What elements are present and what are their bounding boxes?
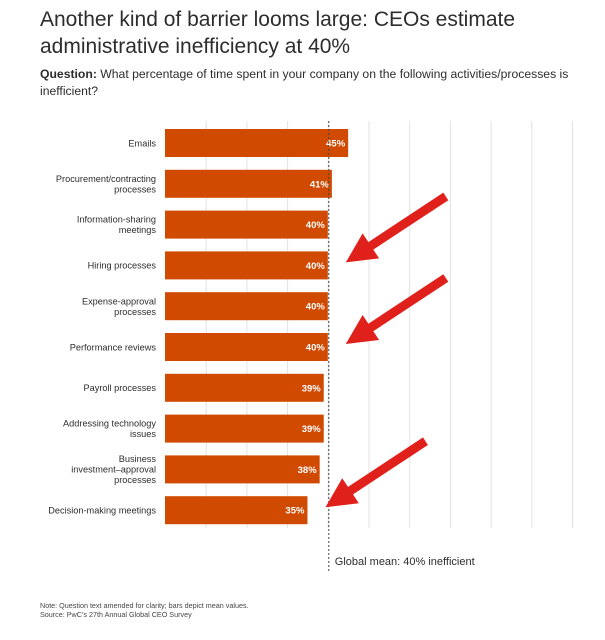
category-label: Payroll processes: [83, 383, 156, 393]
category-label-line: Emails: [128, 138, 156, 148]
category-label: Performance reviews: [70, 342, 157, 352]
category-label-line: issues: [130, 429, 156, 439]
category-label: Procurement/contracting processes: [56, 174, 156, 195]
bar: [165, 251, 328, 280]
category-label: Information-sharing meetings: [77, 215, 157, 236]
category-label-line: Procurement/contracting: [56, 174, 156, 184]
bar: [165, 373, 324, 402]
annotation-arrows: [325, 192, 449, 508]
value-label: 41%: [310, 179, 330, 190]
value-labels: 45% 41% 40% 40% 40% 40% 39% 39% 38% 35%: [285, 139, 345, 517]
bar: [165, 455, 320, 484]
category-label-line: Addressing technology: [63, 419, 156, 429]
chart-title: Another kind of barrier looms large: CEO…: [40, 6, 580, 60]
category-label-line: Business: [119, 454, 157, 464]
value-label: 40%: [306, 220, 326, 231]
question-body: What percentage of time spent in your co…: [40, 67, 569, 98]
category-label-line: Decision-making meetings: [48, 506, 156, 516]
category-label-line: Information-sharing: [77, 215, 156, 225]
value-label: 45%: [326, 139, 346, 150]
value-label: 39%: [302, 383, 322, 394]
bar: [165, 292, 328, 321]
category-label-line: processes: [114, 475, 156, 485]
annotation-arrow: [325, 437, 428, 508]
category-label-line: Performance reviews: [70, 342, 157, 352]
bar: [165, 333, 328, 361]
question-label: Question:: [40, 67, 97, 81]
chart-title-line-2: administrative inefficiency at 40%: [40, 35, 351, 58]
value-label: 40%: [306, 302, 326, 313]
mean-line-group: Global mean: 40% inefficient: [328, 121, 475, 572]
source-text: Source: PwC’s 27th Annual Global CEO Sur…: [40, 610, 192, 619]
question-text: Question: What percentage of time spent …: [40, 66, 585, 100]
category-label: Decision-making meetings: [48, 506, 156, 516]
category-label-line: meetings: [119, 225, 157, 235]
category-label: Addressing technology issues: [63, 419, 156, 440]
category-label-line: processes: [114, 184, 156, 194]
value-label: 35%: [285, 506, 305, 517]
category-label-line: processes: [114, 307, 156, 317]
category-label-line: Hiring processes: [88, 261, 157, 271]
category-label-line: Expense-approval: [82, 296, 156, 306]
mean-label: Global mean: 40% inefficient: [335, 556, 475, 568]
value-label: 38%: [298, 465, 318, 476]
value-label: 40%: [306, 261, 326, 272]
note-text: Note: Question text amended for clarity;…: [40, 601, 249, 610]
bar: [165, 169, 332, 198]
category-label-line: Payroll processes: [83, 383, 156, 393]
bar: [165, 414, 324, 443]
bar: [165, 210, 328, 239]
bar: [165, 496, 308, 525]
footnotes: Note: Question text amended for clarity;…: [40, 601, 540, 619]
value-label: 40%: [306, 343, 326, 354]
chart-title-line-1: Another kind of barrier looms large: CEO…: [40, 8, 516, 31]
category-label: Business investment–approval processes: [71, 454, 156, 485]
category-label: Hiring processes: [88, 261, 157, 271]
category-label: Emails: [128, 138, 156, 148]
value-label: 39%: [302, 424, 322, 435]
annotation-arrow: [345, 192, 449, 263]
bar: [165, 129, 349, 157]
category-label: Expense-approval processes: [82, 296, 156, 317]
annotation-arrow: [345, 274, 449, 344]
category-label-line: investment–approval: [71, 465, 156, 475]
bars: [165, 129, 349, 525]
